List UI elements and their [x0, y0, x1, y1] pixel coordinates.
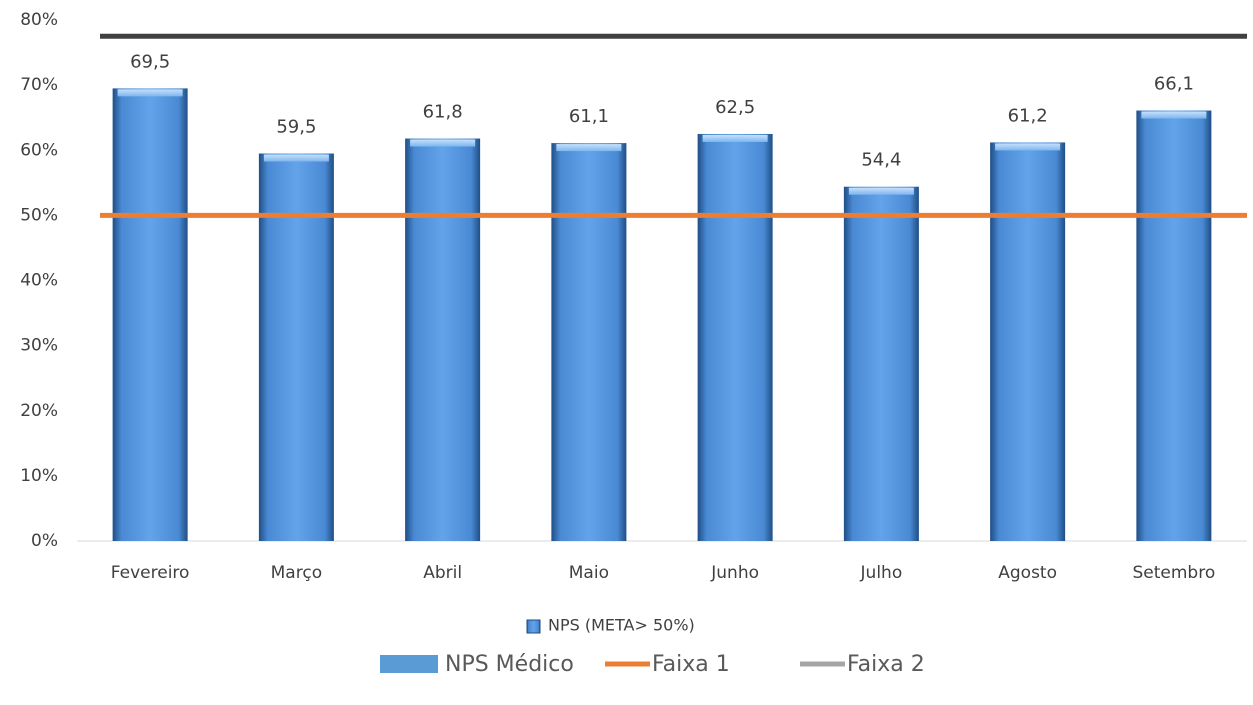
bar-cap — [1141, 111, 1207, 119]
x-tick-label: Fevereiro — [111, 563, 190, 583]
y-tick-label: 70% — [20, 75, 58, 95]
y-tick-label: 0% — [31, 531, 58, 551]
bar-cap — [263, 154, 329, 162]
secondary-legend: NPS (META> 50%) — [548, 616, 695, 635]
value-label: 62,5 — [715, 97, 755, 118]
bar — [112, 88, 188, 541]
y-tick-label: 20% — [20, 401, 58, 421]
x-tick-label: Julho — [860, 563, 903, 583]
x-tick-label: Abril — [423, 563, 462, 583]
x-tick-label: Setembro — [1133, 563, 1216, 583]
value-label: 69,5 — [130, 51, 170, 72]
y-tick-label: 80% — [20, 10, 58, 30]
bar — [405, 138, 481, 541]
x-tick-label: Agosto — [998, 563, 1057, 583]
legend-label: Faixa 2 — [847, 652, 925, 677]
y-tick-label: 30% — [20, 336, 58, 356]
bar — [990, 142, 1066, 541]
y-tick-label: 10% — [20, 466, 58, 486]
value-label: 66,1 — [1154, 74, 1194, 95]
x-tick-label: Junho — [710, 563, 759, 583]
bar-cap — [702, 134, 768, 142]
legend-icon — [526, 619, 541, 634]
x-tick-label: Março — [271, 563, 322, 583]
bar-cap — [410, 139, 476, 147]
value-label: 61,1 — [569, 106, 609, 127]
y-tick-label: 40% — [20, 271, 58, 291]
legend-label: NPS Médico — [445, 652, 574, 677]
legend-label: Faixa 1 — [652, 652, 730, 677]
bar-cap — [117, 89, 183, 97]
bar-cap — [848, 187, 914, 195]
bar — [697, 133, 773, 541]
bar-cap — [556, 144, 622, 152]
bar — [843, 186, 919, 541]
y-tick-label: 50% — [20, 205, 58, 225]
y-tick-label: 60% — [20, 140, 58, 160]
bar — [258, 153, 334, 541]
value-label: 61,8 — [423, 102, 463, 123]
legend-swatch — [380, 655, 438, 673]
bar-cap — [995, 143, 1061, 151]
value-label: 61,2 — [1008, 105, 1048, 126]
bar — [551, 143, 627, 541]
x-tick-label: Maio — [569, 563, 609, 583]
bar — [1136, 110, 1212, 542]
value-label: 54,4 — [861, 150, 901, 171]
value-label: 59,5 — [276, 117, 316, 138]
